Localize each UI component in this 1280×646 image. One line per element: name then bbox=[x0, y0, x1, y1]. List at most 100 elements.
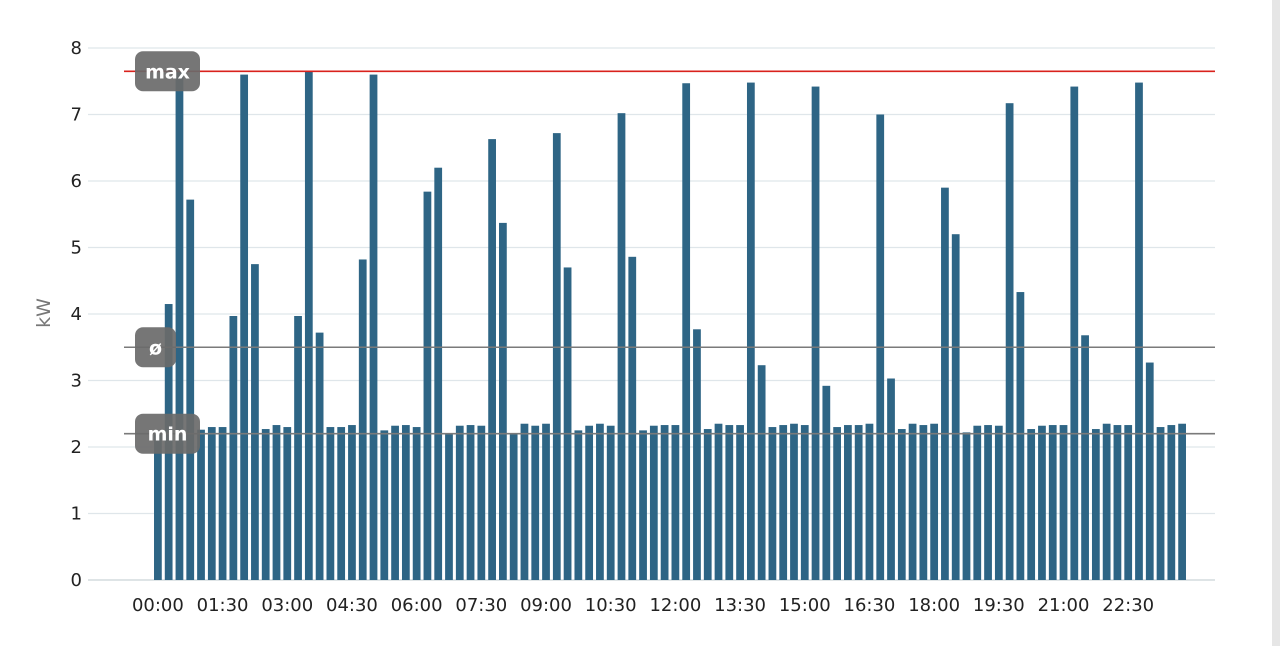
x-tick-label: 01:30 bbox=[197, 595, 249, 616]
bar bbox=[649, 425, 658, 580]
bar bbox=[897, 429, 906, 580]
bar bbox=[693, 329, 701, 580]
bar bbox=[1145, 362, 1154, 580]
bar bbox=[283, 427, 292, 580]
reference-badge bbox=[135, 327, 176, 368]
x-tick-label: 16:30 bbox=[844, 595, 896, 616]
x-tick-label: 13:30 bbox=[714, 595, 766, 616]
y-axis-ticks: 0 1 2 3 4 5 6 7 8 bbox=[71, 38, 82, 591]
bar bbox=[1102, 423, 1111, 580]
bar bbox=[218, 427, 227, 580]
bar bbox=[1070, 86, 1079, 580]
bar bbox=[326, 427, 335, 580]
bar bbox=[423, 191, 432, 580]
bar bbox=[520, 423, 529, 580]
x-tick-label: 06:00 bbox=[391, 595, 443, 616]
x-tick-label: 03:00 bbox=[261, 595, 313, 616]
y-tick-label: 1 bbox=[71, 504, 82, 525]
bar bbox=[585, 425, 594, 580]
bar bbox=[757, 365, 766, 580]
y-tick-label: 3 bbox=[71, 371, 82, 392]
bar bbox=[1016, 292, 1025, 580]
x-tick-label: 07:30 bbox=[455, 595, 507, 616]
bar bbox=[380, 430, 389, 580]
x-tick-label: 19:30 bbox=[973, 595, 1025, 616]
bar bbox=[315, 332, 324, 580]
bar bbox=[175, 71, 184, 581]
bar bbox=[412, 427, 421, 580]
bar bbox=[1027, 429, 1036, 580]
bar bbox=[951, 234, 960, 580]
y-tick-label: 7 bbox=[71, 105, 82, 126]
y-tick-label: 6 bbox=[71, 171, 82, 192]
bar bbox=[552, 133, 561, 580]
bar bbox=[197, 429, 205, 580]
bar bbox=[563, 267, 572, 580]
x-tick-label: 04:30 bbox=[326, 595, 378, 616]
reference-badge bbox=[135, 413, 200, 454]
bar bbox=[854, 425, 863, 580]
bar bbox=[531, 425, 540, 580]
x-tick-label: 21:00 bbox=[1038, 595, 1090, 616]
bar bbox=[337, 427, 346, 580]
reference-badge bbox=[135, 51, 200, 92]
bar bbox=[736, 425, 744, 580]
x-tick-label: 18:00 bbox=[908, 595, 960, 616]
bar bbox=[844, 425, 852, 580]
bar bbox=[1005, 103, 1014, 580]
y-tick-label: 8 bbox=[71, 38, 82, 59]
x-axis-ticks: 00:00 01:30 03:00 04:30 06:00 07:30 09:00 10:30… bbox=[132, 595, 1154, 616]
bar bbox=[973, 425, 982, 580]
reference-label: max bbox=[145, 61, 190, 83]
bar bbox=[251, 264, 259, 580]
bar bbox=[596, 423, 604, 580]
bar bbox=[1091, 429, 1100, 580]
bar bbox=[822, 385, 831, 580]
bar bbox=[509, 433, 518, 580]
bar bbox=[445, 433, 453, 580]
bar bbox=[574, 430, 583, 580]
bar bbox=[499, 222, 507, 580]
bar bbox=[746, 82, 755, 580]
bar bbox=[488, 139, 496, 581]
bar bbox=[1038, 425, 1046, 580]
reference-lines: max ø min bbox=[124, 51, 1215, 454]
bar bbox=[1048, 425, 1057, 580]
bar bbox=[401, 425, 410, 580]
bar bbox=[391, 425, 399, 580]
bar bbox=[628, 256, 637, 580]
x-tick-label: 00:00 bbox=[132, 595, 184, 616]
bar bbox=[1113, 425, 1122, 580]
bar bbox=[186, 199, 195, 580]
bar bbox=[671, 425, 680, 580]
x-tick-label: 10:30 bbox=[585, 595, 637, 616]
bar bbox=[779, 425, 788, 580]
bar bbox=[358, 259, 367, 580]
bar bbox=[941, 187, 949, 580]
scrollbar[interactable] bbox=[1272, 0, 1280, 646]
bar bbox=[348, 425, 356, 580]
bar bbox=[261, 429, 270, 580]
bar bbox=[984, 425, 992, 580]
bar bbox=[369, 74, 378, 580]
bar bbox=[1178, 423, 1186, 580]
bar bbox=[1124, 425, 1133, 580]
reference-label: ø bbox=[149, 337, 162, 359]
bar bbox=[1081, 335, 1089, 580]
bar bbox=[790, 423, 798, 580]
bar bbox=[660, 425, 669, 580]
bar bbox=[682, 83, 691, 581]
bar bbox=[542, 423, 550, 580]
bar bbox=[207, 427, 216, 580]
bar bbox=[272, 425, 281, 580]
bar bbox=[703, 429, 712, 580]
bar bbox=[714, 423, 723, 580]
bar bbox=[434, 167, 443, 580]
reference-label: min bbox=[148, 424, 188, 446]
bar bbox=[455, 425, 464, 580]
y-tick-label: 2 bbox=[71, 437, 82, 458]
bar bbox=[725, 425, 734, 580]
bar bbox=[1059, 425, 1068, 580]
bar bbox=[240, 74, 249, 580]
